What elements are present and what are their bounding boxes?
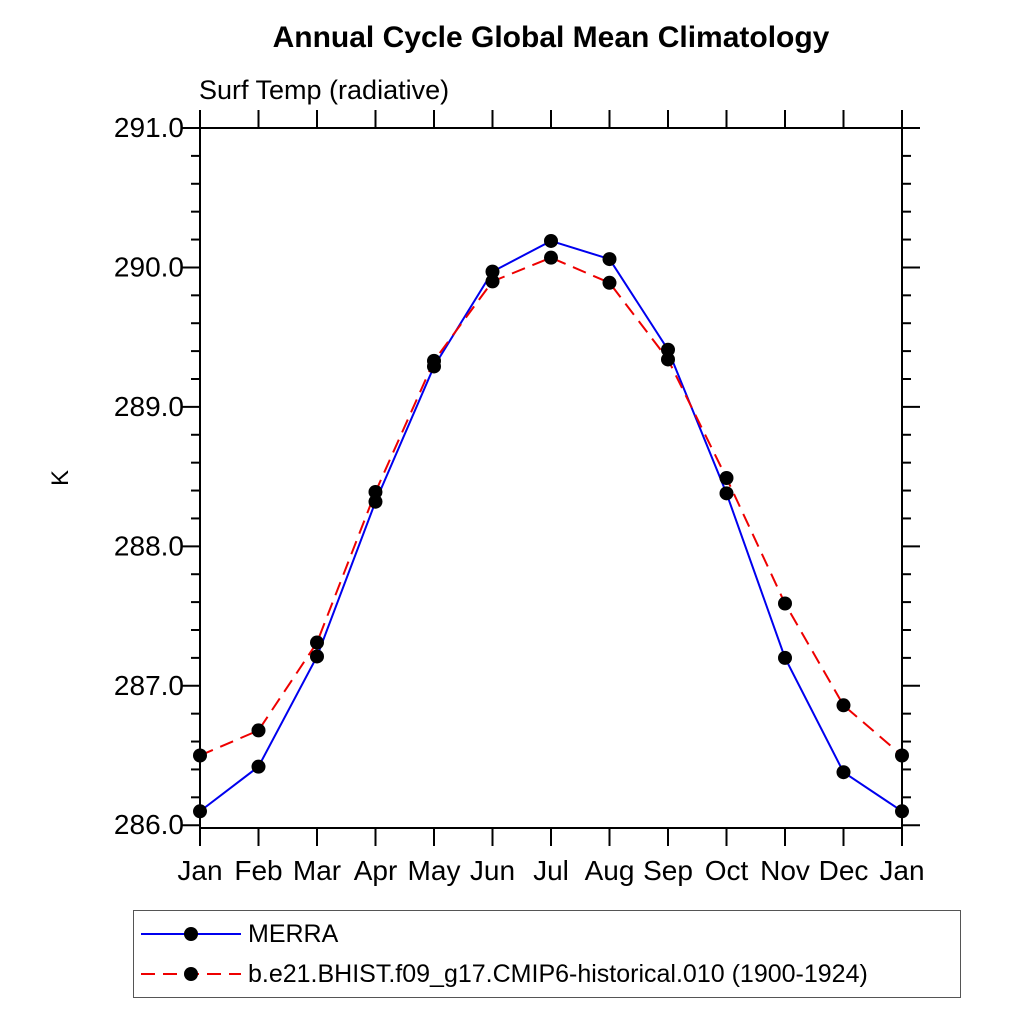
x-tick-label: Jun [470, 855, 515, 886]
data-point-series-0 [719, 486, 734, 501]
y-tick-label: 290.0 [114, 251, 184, 282]
data-point-series-1 [836, 698, 851, 713]
plot-frame [199, 127, 903, 829]
chart-subtitle: Surf Temp (radiative) [199, 75, 450, 105]
legend-entry-merra: MERRA [138, 917, 960, 951]
data-point-series-0 [251, 759, 266, 774]
data-point-series-0 [485, 264, 500, 279]
data-point-series-1 [778, 596, 792, 611]
data-point-series-1 [602, 275, 617, 290]
x-tick-label: Feb [234, 855, 282, 886]
merra-marker-sample [184, 927, 198, 941]
legend-sample-model [141, 967, 241, 981]
x-tick-label: May [408, 855, 461, 886]
x-tick-label: Oct [705, 855, 749, 886]
data-point-series-0 [310, 649, 324, 664]
data-point-series-0 [368, 494, 383, 509]
x-tick-label: Sep [643, 855, 693, 886]
legend: MERRA b.e21.BHIST.f09_g17.CMIP6-historic… [133, 910, 961, 998]
y-tick-label: 286.0 [114, 809, 184, 840]
data-point-series-0 [836, 765, 851, 780]
x-tick-label: Jan [177, 855, 222, 886]
legend-label-merra: MERRA [248, 919, 339, 948]
x-tick-label: Jul [533, 855, 569, 886]
data-point-series-1 [193, 748, 207, 763]
y-tick-label: 289.0 [114, 391, 184, 422]
plot-area: K 286.0 287.0 288.0 289.0 290.0 291.0 Jan Feb Ma… [47, 110, 925, 886]
data-point-series-1 [310, 635, 324, 650]
data-point-series-1 [368, 484, 383, 499]
series-line-0 [199, 239, 903, 813]
data-point-series-0 [661, 342, 675, 357]
data-point-series-0 [778, 650, 792, 665]
x-tick-label: Apr [354, 855, 398, 886]
data-point-series-1 [661, 352, 675, 367]
data-point-series-0 [193, 804, 207, 819]
legend-label-model: b.e21.BHIST.f09_g17.CMIP6-historical.010… [248, 959, 868, 988]
data-point-series-1 [719, 471, 734, 485]
y-tick-label: 291.0 [114, 112, 184, 143]
x-tick-label: Mar [293, 855, 341, 886]
data-point-series-1 [895, 748, 909, 763]
model-marker-sample [184, 967, 198, 981]
data-point-series-0 [544, 233, 558, 248]
data-point-series-1 [427, 353, 441, 368]
y-axis-label: K [47, 470, 74, 486]
data-point-series-1 [485, 274, 500, 289]
x-tick-label: Jan [879, 855, 924, 886]
legend-entry-model: b.e21.BHIST.f09_g17.CMIP6-historical.010… [138, 957, 960, 991]
data-point-series-1 [544, 250, 558, 265]
x-tick-label: Nov [760, 855, 810, 886]
x-tick-label: Dec [819, 855, 869, 886]
chart-title: Annual Cycle Global Mean Climatology [272, 21, 830, 54]
data-point-series-0 [602, 252, 617, 267]
data-point-series-1 [251, 723, 266, 738]
legend-sample-merra [141, 927, 241, 941]
y-tick-label: 288.0 [114, 530, 184, 561]
y-tick-label: 287.0 [114, 670, 184, 701]
x-tick-label: Aug [585, 855, 635, 886]
data-point-series-0 [895, 804, 909, 819]
